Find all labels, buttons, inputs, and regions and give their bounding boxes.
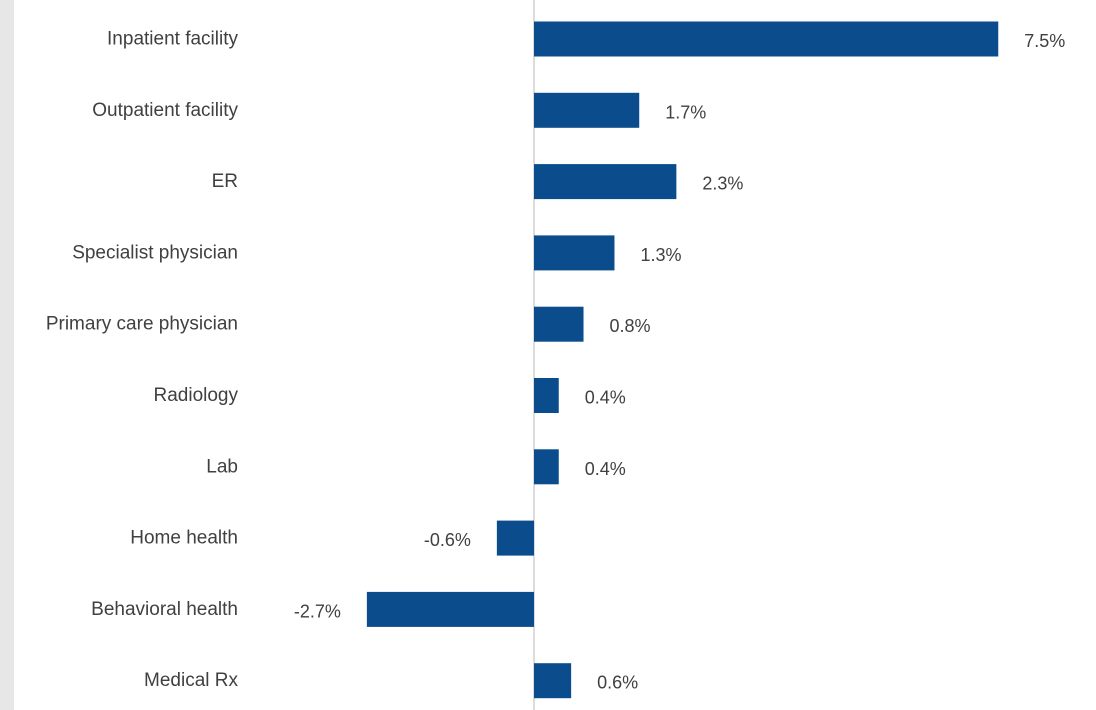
- category-label: Radiology: [154, 385, 239, 406]
- data-label: 0.8%: [610, 316, 651, 336]
- bar: [534, 306, 584, 342]
- data-label: 2.3%: [702, 174, 743, 194]
- bar: [534, 663, 572, 699]
- bar: [534, 164, 677, 200]
- left-border-strip: [0, 0, 14, 710]
- data-label: 0.4%: [585, 459, 626, 479]
- bar: [534, 378, 559, 413]
- data-label: -0.6%: [424, 530, 471, 550]
- category-label: Specialist physician: [72, 242, 238, 263]
- category-label: Home health: [130, 528, 238, 549]
- category-label: Primary care physician: [46, 314, 238, 335]
- data-label: 0.4%: [585, 388, 626, 408]
- category-label: Outpatient facility: [92, 100, 238, 121]
- category-label: ER: [212, 171, 238, 192]
- bar: [534, 21, 999, 57]
- data-label: 7.5%: [1024, 31, 1065, 51]
- data-label: 0.6%: [597, 673, 638, 693]
- bar: [534, 92, 640, 128]
- category-label: Medical Rx: [144, 670, 238, 691]
- category-label: Inpatient facility: [107, 29, 238, 50]
- bar: [534, 449, 559, 485]
- bar: [534, 235, 615, 271]
- data-label: -2.7%: [294, 601, 341, 621]
- category-label: Behavioral health: [91, 599, 238, 620]
- bar: [366, 591, 534, 627]
- bar: [496, 520, 534, 556]
- category-label: Lab: [206, 456, 238, 477]
- data-label: 1.7%: [665, 102, 706, 122]
- data-label: 1.3%: [640, 245, 681, 265]
